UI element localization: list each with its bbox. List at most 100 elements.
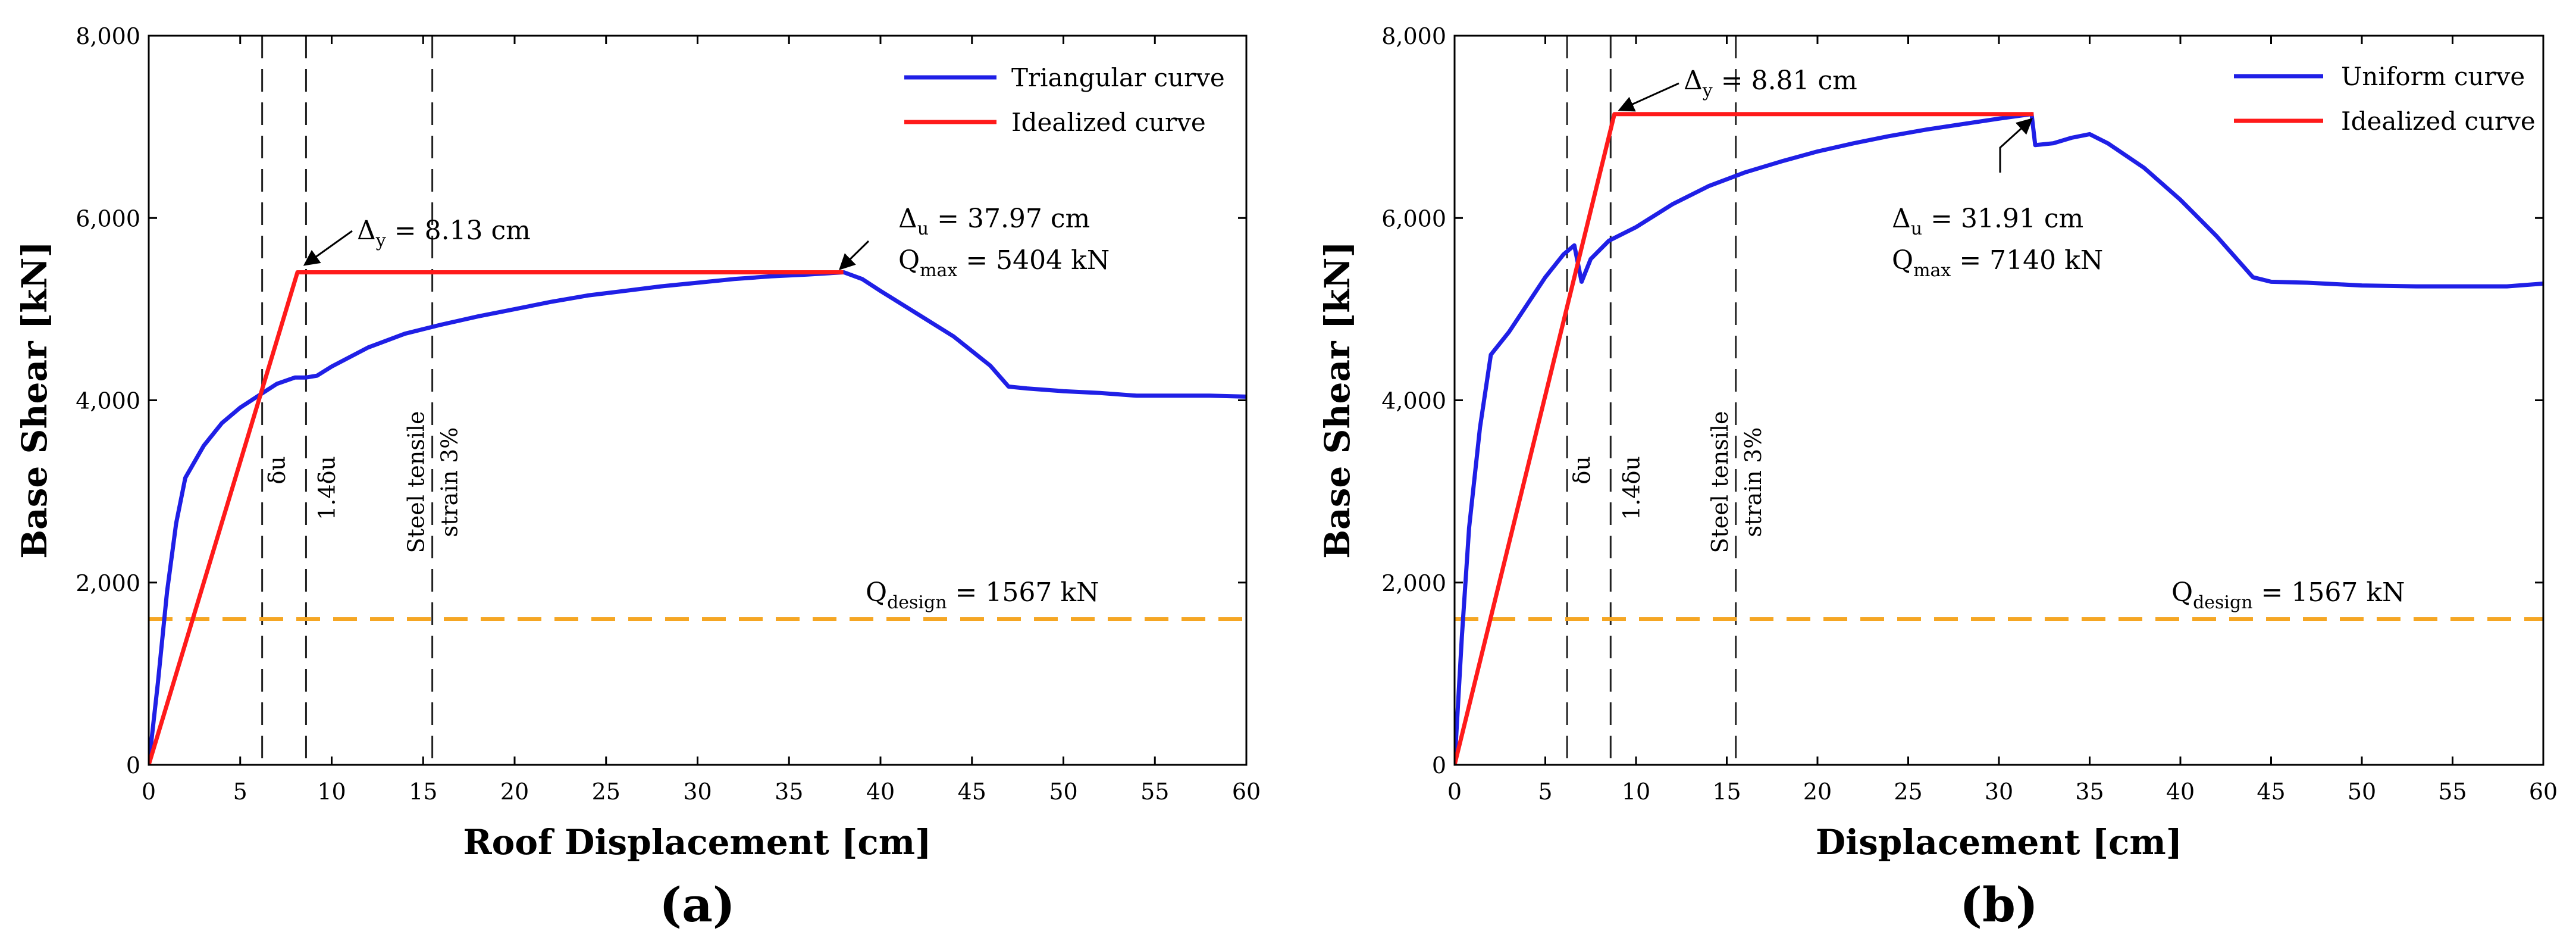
qmax-subscript-a: max [920,260,957,281]
delta-u-subscript-b: u [1911,218,1922,239]
x-tick-label: 35 [775,779,803,805]
legend-label-idealized-b: Idealized curve [2341,107,2536,136]
x-tick-label: 45 [2257,779,2285,805]
delta-y-value-a: = 8.13 cm [386,215,531,246]
qmax-annotation-a: Qmax = 5404 kN [898,245,1110,281]
design-value-a: = 1567 kN [947,577,1099,608]
vline-label-strain-b: strain 3% [1740,427,1766,537]
delta-y-value-b: = 8.81 cm [1713,65,1857,96]
x-tick-label: 60 [1232,779,1261,805]
legend-b: Uniform curve Idealized curve [2234,62,2536,136]
x-tick-label: 15 [409,779,437,805]
x-axis-title-a: Roof Displacement [cm] [463,822,931,862]
x-tick-label: 10 [317,779,346,805]
figure-canvas: 0 5 10 15 20 25 30 35 40 45 50 55 60 02,0004,0006,00… [0,0,2576,944]
qmax-annotation-b: Qmax = 7140 kN [1892,245,2103,281]
panel-b: 0 5 10 15 20 25 30 35 40 45 50 55 60 0 2,000 4,000 6,00… [1317,23,2558,933]
delta-u-annotation-a: Δu = 37.97 cm [898,204,1090,239]
reference-vlines-a [262,36,433,765]
x-tick-label: 20 [1803,779,1832,805]
delta-u-annotation-b: Δu = 31.91 cm [1892,204,2083,239]
panel-a: 0 5 10 15 20 25 30 35 40 45 50 55 60 0 2,000 4,000 6,00… [14,23,1261,933]
x-tick-label: 5 [233,779,247,805]
y-ticks-b: 0 2,000 4,000 6,000 8,000 [1381,23,2543,779]
legend-a: Triangular curve Idealized curve [904,63,1225,137]
y-tick-label: 8,000 [1381,23,1446,49]
delta-u-value-a: = 37.97 cm [929,204,1090,234]
x-tick-label: 50 [2348,779,2376,805]
reference-vlines-b [1567,36,1736,765]
design-subscript-a: design [887,592,947,613]
delta-u-symbol-a: Δ [898,204,917,234]
delta-y-subscript-a: y [375,230,386,251]
x-tick-label: 35 [2075,779,2104,805]
delta-y-symbol-b: Δ [1684,65,1703,96]
design-subscript-b: design [2193,592,2252,613]
design-label-b: Qdesign = 1567 kN [2171,577,2405,613]
x-tick-label: 0 [142,779,156,805]
vline-label-steel-b: Steel tensile [1707,411,1733,553]
design-value-b: = 1567 kN [2253,577,2405,608]
delta-u-arrow-a [840,241,869,269]
delta-y-symbol-a: Δ [357,215,376,246]
x-ticks-b: 0 5 10 15 20 25 30 35 40 45 50 55 60 [1447,36,2558,805]
x-tick-label: 5 [1538,779,1552,805]
delta-y-arrow-a [305,231,352,265]
delta-y-annotation-b: Δy = 8.81 cm [1684,65,1857,101]
x-tick-label: 10 [1622,779,1650,805]
y-tick-label: 2,000 [1381,570,1446,596]
qmax-subscript-b: max [1913,260,1951,281]
x-tick-label: 55 [2438,779,2467,805]
legend-label-idealized-a: Idealized curve [1011,108,1206,137]
y-tick-label: 6,000 [76,205,140,232]
x-tick-label: 50 [1049,779,1077,805]
y-axis-title-b: Base Shear [kN] [1317,241,1358,559]
plot-frame-a [149,36,1246,765]
x-tick-label: 20 [500,779,529,805]
x-tick-label: 25 [592,779,621,805]
y-axis-title-a: Base Shear [kN] [14,241,55,559]
y-tick-label: 0 [1432,752,1446,779]
vline-label-strain-a: strain 3% [437,427,463,537]
x-tick-label: 45 [958,779,986,805]
vline-label-14du-b: 1.4δu [1618,456,1644,520]
y-tick-label: 2,000 [76,570,140,596]
x-axis-title-b: Displacement [cm] [1816,822,2182,862]
delta-u-symbol-b: Δ [1892,204,1911,234]
y-tick-label: 0 [126,752,140,779]
plot-frame-b [1455,36,2543,765]
design-label-a: Qdesign = 1567 kN [866,577,1099,613]
vline-label-du-a: δu [264,456,290,484]
delta-u-subscript-a: u [917,218,929,239]
vline-label-steel-a: Steel tensile [403,411,430,553]
x-tick-label: 25 [1894,779,1922,805]
y-tick-label: 4,000 [1381,388,1446,414]
legend-label-triangular: Triangular curve [1011,63,1225,92]
delta-y-arrow-b [1619,83,1679,110]
x-tick-label: 30 [1985,779,2013,805]
y-tick-label: 6,000 [1381,205,1446,232]
delta-y-annotation-a: Δy = 8.13 cm [357,215,531,251]
delta-u-value-b: = 31.91 cm [1922,204,2083,234]
qmax-symbol-a: Q [898,245,920,276]
x-tick-label: 40 [866,779,895,805]
x-tick-label: 0 [1447,779,1462,805]
x-tick-label: 30 [683,779,712,805]
qmax-value-a: = 5404 kN [957,245,1110,276]
legend-label-uniform: Uniform curve [2341,62,2525,91]
x-tick-label: 40 [2166,779,2195,805]
y-tick-label: 4,000 [76,388,140,414]
idealized-curve-a [149,273,844,765]
y-tick-label: 8,000 [76,23,140,49]
qmax-value-b: = 7140 kN [1951,245,2103,276]
panel-label-a: (a) [659,877,735,933]
delta-u-arrow-b [2000,119,2032,173]
x-tick-label: 55 [1140,779,1169,805]
design-symbol-a: Q [866,577,887,608]
vline-label-14du-a: 1.4δu [314,456,340,520]
delta-y-subscript-b: y [1702,80,1713,101]
x-tick-label: 60 [2529,779,2558,805]
x-tick-label: 15 [1712,779,1741,805]
design-symbol-b: Q [2171,577,2193,608]
x-ticks-a: 0 5 10 15 20 25 30 35 40 45 50 55 60 [142,36,1261,805]
